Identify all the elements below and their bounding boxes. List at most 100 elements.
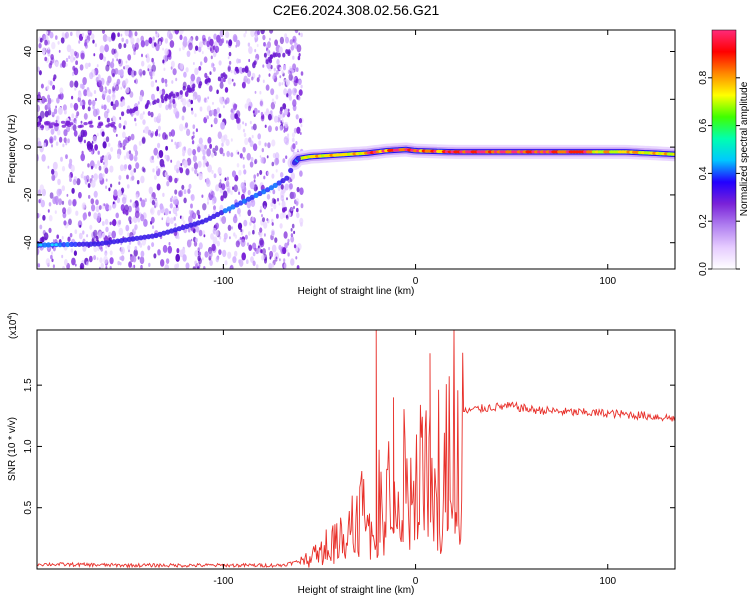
heatmap-cell	[267, 142, 271, 149]
heatmap-cell	[193, 49, 197, 54]
heatmap-cell	[169, 210, 171, 215]
heatmap-cell	[238, 191, 241, 195]
heatmap-cell	[243, 169, 247, 175]
heatmap-cell	[37, 140, 42, 148]
heatmap-cell	[83, 175, 87, 181]
heatmap-cell	[194, 168, 198, 175]
heatmap-cell	[253, 179, 256, 183]
heatmap-cell	[72, 178, 77, 186]
y-tick-label: 1.0	[23, 439, 34, 453]
heatmap-cell	[73, 124, 76, 128]
heatmap-cell	[269, 30, 274, 34]
figure-title: C2E6.2024.308.02.56.G21	[273, 2, 440, 18]
heatmap-cell	[89, 160, 95, 169]
heatmap-cell	[91, 204, 96, 212]
heatmap-cell	[68, 174, 72, 179]
heatmap-cell	[197, 266, 200, 269]
heatmap-cell	[295, 114, 299, 120]
heatmap-cell	[131, 265, 134, 269]
heatmap-cell	[37, 212, 40, 219]
heatmap-cell	[213, 117, 218, 125]
heatmap-cell	[277, 52, 281, 58]
heatmap-cell	[234, 250, 238, 257]
heatmap-cell	[174, 30, 180, 35]
heatmap-cell	[225, 180, 230, 187]
heatmap-cell	[266, 155, 269, 159]
heatmap-cell	[237, 222, 243, 230]
heatmap-cell	[201, 257, 204, 261]
heatmap-cell	[204, 144, 207, 150]
heatmap-cell	[131, 218, 134, 223]
heatmap-cell	[183, 189, 187, 195]
heatmap-cell	[211, 109, 215, 115]
heatmap-cell	[259, 100, 263, 107]
heatmap-cell	[282, 113, 286, 118]
heatmap-cell	[227, 56, 230, 60]
heatmap-cell	[267, 113, 272, 121]
heatmap-cell	[106, 36, 109, 41]
heatmap-cell	[168, 242, 171, 246]
heatmap-cell	[225, 138, 230, 147]
heatmap-cell	[300, 123, 303, 128]
heatmap-cell	[79, 64, 84, 71]
heatmap-cell	[96, 132, 99, 137]
heatmap-cell	[295, 256, 298, 260]
heatmap-cell	[115, 84, 119, 91]
heatmap-cell	[77, 96, 82, 103]
heatmap-cell	[172, 93, 176, 99]
heatmap-cell	[100, 262, 105, 269]
heatmap-cell	[234, 214, 237, 219]
heatmap-cell	[128, 30, 133, 39]
heatmap-cell	[50, 254, 53, 260]
heatmap-cell	[272, 75, 275, 80]
heatmap-cell	[178, 190, 182, 197]
heatmap-cell	[178, 30, 184, 35]
heatmap-cell	[74, 80, 79, 88]
heatmap-cell	[151, 225, 155, 230]
heatmap-cell	[103, 104, 107, 111]
heatmap-cell	[176, 92, 180, 97]
heatmap-cell	[174, 189, 178, 195]
heatmap-cell	[248, 244, 253, 251]
heatmap-cell	[43, 97, 47, 103]
heatmap-cell	[188, 99, 191, 103]
heatmap-cell	[260, 115, 265, 122]
heatmap-cell	[52, 264, 56, 269]
heatmap-cell	[144, 104, 148, 110]
heatmap-cell	[204, 79, 208, 85]
heatmap-cell	[39, 184, 45, 193]
heatmap-cell	[206, 179, 211, 188]
heatmap-cell	[256, 172, 259, 177]
heatmap-cell	[284, 206, 288, 212]
heatmap-cell	[79, 224, 82, 228]
heatmap-cell	[163, 95, 168, 101]
heatmap-cell	[300, 84, 303, 89]
heatmap-cell	[230, 152, 234, 158]
heatmap-cell	[98, 121, 104, 125]
heatmap-cell	[266, 108, 269, 113]
heatmap-cell	[166, 180, 170, 187]
heatmap-cell	[88, 194, 91, 199]
heatmap-cell	[45, 120, 50, 125]
heatmap-cell	[149, 102, 152, 106]
heatmap-cell	[218, 249, 222, 256]
colorbar: 0.0 0.2 0.4 0.6 0.8 Normalized spectral ampl…	[698, 29, 750, 276]
heatmap-cell	[140, 175, 145, 184]
heatmap-cell	[273, 67, 276, 72]
heatmap-cell	[133, 70, 137, 76]
heatmap-cell	[127, 205, 132, 213]
ridge-cell	[257, 190, 263, 197]
heatmap-cell	[243, 75, 248, 84]
heatmap-cell	[242, 128, 246, 133]
heatmap-cell	[298, 118, 303, 124]
heatmap-cell	[287, 51, 291, 56]
heatmap-cell	[93, 245, 98, 253]
heatmap-cell	[109, 265, 112, 269]
heatmap-cell	[238, 58, 241, 64]
heatmap-cell	[119, 69, 124, 77]
heatmap-cell	[73, 57, 76, 61]
heatmap-cell	[118, 227, 124, 236]
heatmap-cell	[195, 128, 198, 133]
ridge-cell-hot	[50, 243, 55, 247]
heatmap-cell	[191, 167, 194, 172]
